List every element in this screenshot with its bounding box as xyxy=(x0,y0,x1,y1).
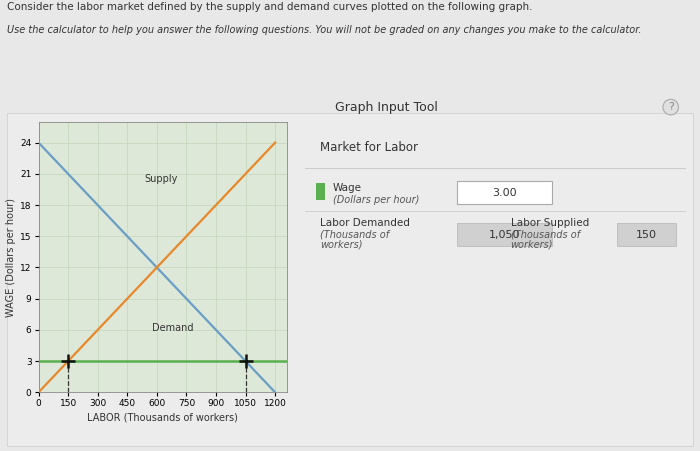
FancyBboxPatch shape xyxy=(457,223,552,246)
Text: 1,050: 1,050 xyxy=(489,230,521,240)
Text: (Dollars per hour): (Dollars per hour) xyxy=(333,195,419,205)
X-axis label: LABOR (Thousands of workers): LABOR (Thousands of workers) xyxy=(88,413,238,423)
Text: 150: 150 xyxy=(636,230,657,240)
Text: Market for Labor: Market for Labor xyxy=(320,141,418,154)
Text: Labor Demanded: Labor Demanded xyxy=(320,218,410,228)
Text: ?: ? xyxy=(668,102,673,112)
FancyBboxPatch shape xyxy=(316,183,326,200)
Text: (Thousands of: (Thousands of xyxy=(320,229,389,239)
FancyBboxPatch shape xyxy=(617,223,676,246)
Y-axis label: WAGE (Dollars per hour): WAGE (Dollars per hour) xyxy=(6,198,16,317)
Text: Use the calculator to help you answer the following questions. You will not be g: Use the calculator to help you answer th… xyxy=(7,25,641,35)
Text: (Thousands of: (Thousands of xyxy=(510,229,580,239)
Text: Graph Input Tool: Graph Input Tool xyxy=(335,101,438,114)
Text: Consider the labor market defined by the supply and demand curves plotted on the: Consider the labor market defined by the… xyxy=(7,2,533,12)
FancyBboxPatch shape xyxy=(457,181,552,204)
Text: 3.00: 3.00 xyxy=(493,188,517,198)
Text: Labor Supplied: Labor Supplied xyxy=(510,218,589,228)
Text: Supply: Supply xyxy=(144,174,178,184)
Text: workers): workers) xyxy=(320,239,363,249)
Text: Demand: Demand xyxy=(152,323,193,333)
Text: workers): workers) xyxy=(510,239,553,249)
Text: Wage: Wage xyxy=(333,183,362,193)
